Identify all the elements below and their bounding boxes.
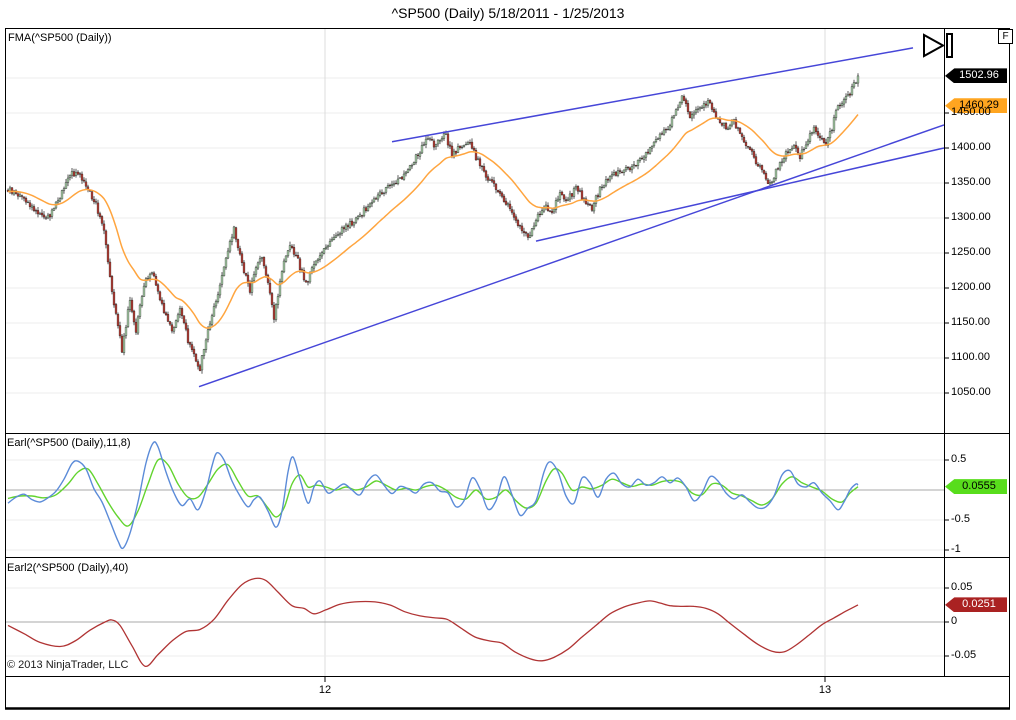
price-tick-label-earl2: 0 bbox=[951, 615, 958, 627]
trend-line-long-uptrend bbox=[198, 124, 945, 388]
price-tick-label-main: 1300.00 bbox=[951, 211, 991, 223]
earl2-line bbox=[7, 577, 859, 667]
chart-title: ^SP500 (Daily) 5/18/2011 - 1/25/2013 bbox=[391, 5, 625, 21]
price-tick-label-main: 1200.00 bbox=[951, 281, 991, 293]
earl2-value-tag: 0.0251 bbox=[945, 597, 1007, 613]
last-price-tag: 1502.96 bbox=[945, 68, 1007, 84]
price-tick-label-earl: 0.5 bbox=[951, 453, 967, 465]
price-tick-label-main: 1050.00 bbox=[951, 386, 991, 398]
price-tick-label-earl2: -0.05 bbox=[951, 649, 977, 661]
time-axis-label-12: 12 bbox=[318, 684, 332, 696]
price-tick-label-earl: -0.5 bbox=[951, 513, 970, 525]
earl-slow-line bbox=[7, 458, 859, 527]
earl-value-tag: 0.0555 bbox=[945, 479, 1007, 495]
copyright-watermark: © 2013 NinjaTrader, LLC bbox=[7, 659, 129, 671]
fma-line bbox=[7, 114, 859, 329]
fma-value-tag: 1460.29 bbox=[945, 98, 1007, 114]
trend-line-lower-support bbox=[535, 147, 945, 242]
earl-fast-line bbox=[7, 441, 859, 550]
earl-indicator-label: Earl(^SP500 (Daily),11,8) bbox=[7, 437, 131, 449]
price-tick-label-earl: -1 bbox=[951, 543, 961, 555]
focus-button[interactable]: F bbox=[998, 29, 1013, 44]
skip-to-end-icon bbox=[923, 33, 953, 58]
price-tick-label-earl2: 0.05 bbox=[951, 581, 973, 593]
main-indicator-label: FMA(^SP500 (Daily)) bbox=[8, 32, 112, 44]
price-tick-label-main: 1450.00 bbox=[951, 106, 991, 118]
price-tick-label-main: 1350.00 bbox=[951, 176, 991, 188]
trend-line-upper-channel bbox=[391, 47, 914, 143]
price-tick-label-main: 1150.00 bbox=[951, 316, 990, 328]
price-tick-label-main: 1100.00 bbox=[951, 351, 990, 363]
skip-to-end-button[interactable] bbox=[920, 31, 956, 59]
time-axis-label-13: 13 bbox=[818, 684, 832, 696]
earl2-indicator-label: Earl2(^SP500 (Daily),40) bbox=[7, 562, 129, 574]
price-tick-label-main: 1250.00 bbox=[951, 246, 991, 258]
price-tick-label-main: 1400.00 bbox=[951, 141, 991, 153]
